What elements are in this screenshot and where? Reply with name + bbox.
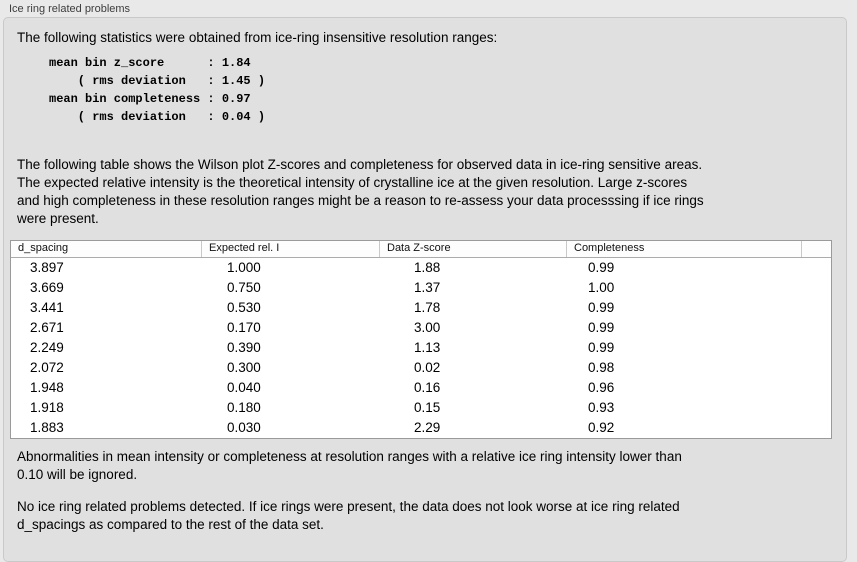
intro-text: The following statistics were obtained f…	[17, 30, 498, 45]
cell-data-z-score: 1.37	[414, 280, 441, 295]
cell-expected-rel-i: 0.040	[227, 380, 261, 395]
table-row[interactable]: 2.072 0.300 0.02 0.98	[11, 358, 831, 378]
cell-d-spacing: 3.669	[30, 280, 64, 295]
table-row[interactable]: 3.669 0.750 1.37 1.00	[11, 278, 831, 298]
cell-completeness: 0.99	[588, 300, 615, 315]
panel-title: Ice ring related problems	[9, 3, 131, 15]
table-row[interactable]: 2.249 0.390 1.13 0.99	[11, 338, 831, 358]
stats-line: mean bin z_score : 1.84	[49, 56, 251, 70]
cell-data-z-score: 0.15	[414, 400, 441, 415]
ignore-note: Abnormalities in mean intensity or compl…	[17, 449, 682, 482]
cell-data-z-score: 1.78	[414, 300, 441, 315]
cell-expected-rel-i: 0.390	[227, 340, 261, 355]
table-row[interactable]: 1.883 0.030 2.29 0.92	[11, 418, 831, 438]
cell-d-spacing: 3.897	[30, 260, 64, 275]
cell-d-spacing: 1.948	[30, 380, 64, 395]
table-row[interactable]: 3.897 1.000 1.88 0.99	[11, 258, 831, 278]
app-window: { "colors": { "page_bg": "#e9e9e9", "pan…	[3, 3, 847, 562]
cell-completeness: 0.99	[588, 260, 615, 275]
table-header-row: d_spacing Expected rel. I Data Z-score C…	[11, 241, 831, 258]
column-header-expected-rel-i[interactable]: Expected rel. I	[202, 241, 380, 257]
stats-block: mean bin z_score : 1.84 ( rms deviation …	[49, 54, 846, 126]
ice-ring-panel: The following statistics were obtained f…	[3, 17, 847, 562]
table-row[interactable]: 1.918 0.180 0.15 0.93	[11, 398, 831, 418]
column-header-completeness[interactable]: Completeness	[567, 241, 802, 257]
cell-expected-rel-i: 0.750	[227, 280, 261, 295]
cell-d-spacing: 3.441	[30, 300, 64, 315]
cell-expected-rel-i: 1.000	[227, 260, 261, 275]
ice-ring-table[interactable]: d_spacing Expected rel. I Data Z-score C…	[10, 240, 832, 439]
cell-data-z-score: 2.29	[414, 420, 441, 435]
cell-completeness: 0.96	[588, 380, 615, 395]
table-row[interactable]: 2.671 0.170 3.00 0.99	[11, 318, 831, 338]
cell-data-z-score: 3.00	[414, 320, 441, 335]
table-row[interactable]: 1.948 0.040 0.16 0.96	[11, 378, 831, 398]
table-row[interactable]: 3.441 0.530 1.78 0.99	[11, 298, 831, 318]
cell-completeness: 0.93	[588, 400, 615, 415]
column-header-data-z-score[interactable]: Data Z-score	[380, 241, 567, 257]
cell-completeness: 0.92	[588, 420, 615, 435]
cell-data-z-score: 1.88	[414, 260, 441, 275]
cell-d-spacing: 2.671	[30, 320, 64, 335]
table-body: 3.897 1.000 1.88 0.99 3.669 0.750 1.37 1…	[11, 258, 831, 438]
cell-expected-rel-i: 0.300	[227, 360, 261, 375]
cell-expected-rel-i: 0.170	[227, 320, 261, 335]
cell-data-z-score: 0.02	[414, 360, 441, 375]
stats-line: mean bin completeness : 0.97	[49, 92, 251, 106]
stats-line: ( rms deviation : 1.45 )	[49, 74, 266, 88]
table-description: The following table shows the Wilson plo…	[17, 157, 704, 226]
stats-line: ( rms deviation : 0.04 )	[49, 110, 266, 124]
cell-data-z-score: 0.16	[414, 380, 441, 395]
cell-d-spacing: 2.072	[30, 360, 64, 375]
cell-expected-rel-i: 0.030	[227, 420, 261, 435]
conclusion-text: No ice ring related problems detected. I…	[17, 499, 680, 532]
cell-d-spacing: 1.883	[30, 420, 64, 435]
cell-completeness: 0.98	[588, 360, 615, 375]
cell-completeness: 0.99	[588, 340, 615, 355]
cell-completeness: 0.99	[588, 320, 615, 335]
cell-data-z-score: 1.13	[414, 340, 441, 355]
cell-d-spacing: 1.918	[30, 400, 64, 415]
column-header-d-spacing[interactable]: d_spacing	[11, 241, 202, 257]
column-header-spacer	[802, 241, 831, 257]
cell-d-spacing: 2.249	[30, 340, 64, 355]
cell-expected-rel-i: 0.530	[227, 300, 261, 315]
cell-completeness: 1.00	[588, 280, 615, 295]
cell-expected-rel-i: 0.180	[227, 400, 261, 415]
